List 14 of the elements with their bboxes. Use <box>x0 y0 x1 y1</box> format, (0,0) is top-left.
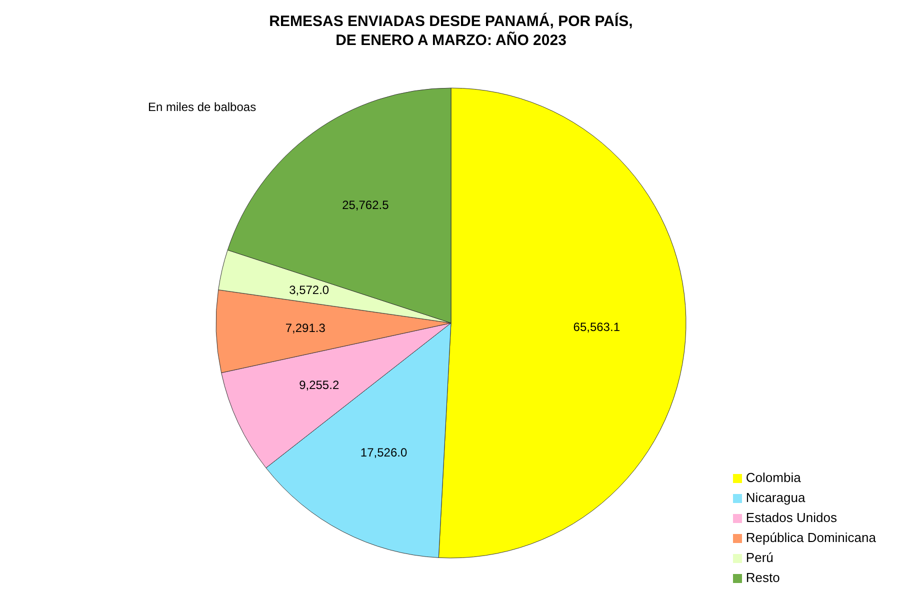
legend-label: Resto <box>746 570 780 585</box>
legend-label: Perú <box>746 550 774 565</box>
legend-label: República Dominicana <box>746 530 876 545</box>
legend-label: Estados Unidos <box>746 510 837 525</box>
data-label: 3,572.0 <box>289 282 330 297</box>
data-label: 9,255.2 <box>299 378 340 392</box>
legend-label: Colombia <box>746 470 801 485</box>
data-label: 17,526.0 <box>360 445 408 460</box>
legend-label: Nicaragua <box>746 490 806 505</box>
text: En miles de balboas <box>148 100 256 114</box>
data-label: 7,291.3 <box>285 321 326 336</box>
chart-title: REMESAS ENVIADAS DESDE PANAMÁ, POR PAÍS, DE ENERO A MARZO: AÑO 2023 <box>268 12 634 50</box>
data-label: 65,563.1 <box>573 320 620 334</box>
data-label: 25,762.5 <box>342 198 390 212</box>
